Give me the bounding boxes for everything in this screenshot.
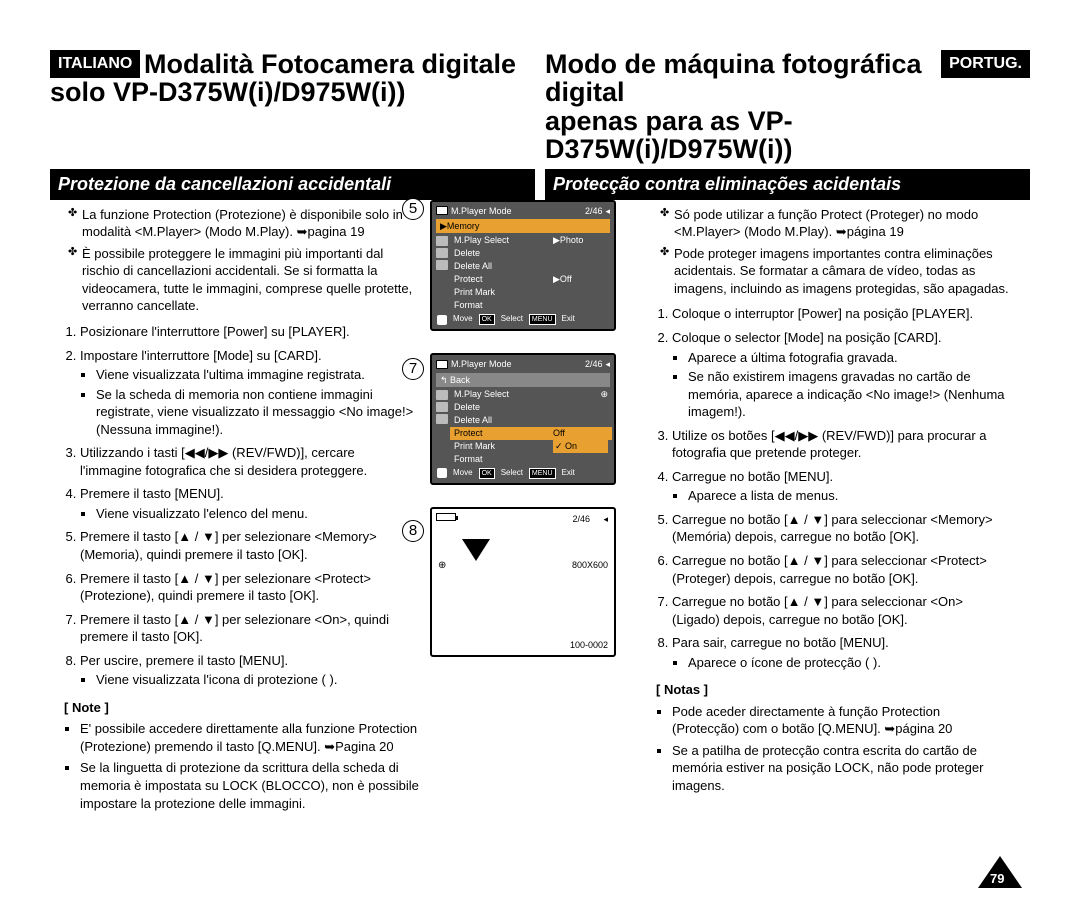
it-step3: Utilizzando i tasti [◀◀/▶▶ (REV/FWD)], c… — [80, 444, 420, 479]
it-step1: Posizionare l'interruttore [Power] su [P… — [80, 324, 350, 339]
pt-step2: Coloque o selector [Mode] na posição [CA… — [672, 330, 942, 345]
portug-column: Só pode utilizar a função Protect (Prote… — [630, 200, 1010, 816]
pt-step2b: Se não existirem imagens gravadas no car… — [688, 368, 1010, 421]
it-intro-1: La funzione Protection (Protezione) è di… — [68, 206, 420, 241]
lcd-mplay: M.Play Select — [454, 388, 600, 401]
lcd-move: Move — [453, 468, 473, 479]
it-step2a: Viene visualizzata l'ultima immagine reg… — [96, 366, 420, 384]
lcd-mplay: M.Play Select — [454, 234, 553, 247]
pt-step2a: Aparece a última fotografia gravada. — [688, 349, 1010, 367]
it-intro-2: È possibile proteggere le immagini più i… — [68, 245, 420, 315]
it-step2: Impostare l'interruttore [Mode] su [CARD… — [80, 348, 322, 363]
pt-note2: Se a patilha de protecção contra escrita… — [672, 742, 1010, 795]
lcd-select: Select — [501, 468, 523, 479]
it-step2b: Se la scheda di memoria non contiene imm… — [96, 386, 420, 439]
lcd-menu: MENU — [529, 314, 556, 325]
it-step6: Premere il tasto [▲ / ▼] per selezionare… — [80, 570, 420, 605]
lcd-ok: OK — [479, 314, 495, 325]
lcd-exit: Exit — [562, 314, 575, 325]
pt-step4a: Aparece a lista de menus. — [688, 487, 1010, 505]
lcd-mode: M.Player Mode — [451, 358, 512, 370]
lcd-memory: ▶Memory — [436, 219, 610, 233]
lcd-select: Select — [501, 314, 523, 325]
lock-icon: ⊕ — [438, 559, 446, 573]
lcd-deleteall: Delete All — [454, 260, 608, 273]
pt-step8: Para sair, carregue no botão [MENU]. — [672, 635, 889, 650]
lcd-deleteall: Delete All — [454, 414, 608, 427]
pt-step3: Utilize os botões [◀◀/▶▶ (REV/FWD)] para… — [672, 427, 1010, 462]
lcd-counter: 2/46 — [585, 358, 603, 370]
lcd-counter: 2/46 — [585, 205, 603, 217]
lcd-off: ▶Off — [553, 273, 608, 286]
pt-step7: Carregue no botão [▲ / ▼] para seleccion… — [672, 593, 1010, 628]
pt-step6: Carregue no botão [▲ / ▼] para seleccion… — [672, 552, 1010, 587]
stepnum-7: 7 — [402, 358, 424, 380]
pt-intro-2: Pode proteger imagens importantes contra… — [660, 245, 1010, 298]
pt-note-hdr: [ Notas ] — [656, 681, 1010, 699]
battery-icon — [436, 513, 456, 521]
pt-intro-1: Só pode utilizar a função Protect (Prote… — [660, 206, 1010, 241]
lcd-back: ↰ Back — [436, 373, 610, 387]
stepnum-8: 8 — [402, 520, 424, 542]
it-step4a: Viene visualizzato l'elenco del menu. — [96, 505, 420, 523]
stepnum-5: 5 — [402, 198, 424, 220]
it-note1: E' possibile accedere direttamente alla … — [80, 720, 420, 755]
lcd-res: 800X600 — [572, 559, 608, 571]
play-arrow-icon — [462, 539, 490, 561]
it-step7: Premere il tasto [▲ / ▼] per selezionare… — [80, 611, 420, 646]
pt-title: Modo de máquina fotográfica digital — [545, 49, 922, 107]
pt-section-bar: Protecção contra eliminações acidentais — [545, 169, 1030, 199]
lcd-format: Format — [454, 453, 608, 466]
it-note-hdr: [ Note ] — [64, 699, 420, 717]
pt-subtitle: apenas para as VP-D375W(i)/D975W(i)) — [545, 107, 1030, 164]
lcd-on: ✓ On — [553, 440, 608, 453]
lcd-panel-7: M.Player Mode2/46◂ ↰ Back M.Play Select⊕… — [430, 353, 616, 485]
lcd-ok: OK — [479, 468, 495, 479]
lcd-photo: ▶Photo — [553, 234, 608, 247]
lcd-column: 5 M.Player Mode2/46◂ ▶Memory M.Play Sele… — [430, 200, 630, 816]
it-step8: Per uscire, premere il tasto [MENU]. — [80, 653, 288, 668]
pt-step1: Coloque o interruptor [Power] na posição… — [672, 305, 1010, 323]
it-step4: Premere il tasto [MENU]. — [80, 486, 224, 501]
lcd-counter: 2/46 — [572, 513, 590, 525]
page-number-triangle: 79 — [978, 856, 1022, 888]
page-header: ITALIANO Modalità Fotocamera digitale so… — [50, 50, 1030, 163]
portug-badge: PORTUG. — [941, 50, 1030, 78]
lcd-menu: MENU — [529, 468, 556, 479]
it-note2: Se la linguetta di protezione da scrittu… — [80, 759, 420, 812]
lcd-off: Off — [553, 427, 608, 440]
lcd-delete: Delete — [454, 401, 608, 414]
it-title: Modalità Fotocamera digitale — [144, 49, 516, 79]
pt-step8a: Aparece o ícone de protecção ( ). — [688, 654, 1010, 672]
lcd-exit: Exit — [562, 468, 575, 479]
pt-step5: Carregue no botão [▲ / ▼] para seleccion… — [672, 511, 1010, 546]
lcd-printmark: Print Mark — [454, 286, 608, 299]
lcd-panel-5: M.Player Mode2/46◂ ▶Memory M.Play Select… — [430, 200, 616, 332]
lcd-protect: Protect — [454, 427, 553, 440]
it-step8a: Viene visualizzata l'icona di protezione… — [96, 671, 420, 689]
it-subtitle: solo VP-D375W(i)/D975W(i)) — [50, 78, 535, 106]
page-number: 79 — [990, 870, 1004, 888]
lcd-filenum: 100-0002 — [570, 639, 608, 651]
lcd-move: Move — [453, 314, 473, 325]
pt-note1: Pode aceder directamente à função Protec… — [672, 703, 1010, 738]
lcd-mode: M.Player Mode — [451, 205, 512, 217]
lcd-delete: Delete — [454, 247, 608, 260]
pt-step4: Carregue no botão [MENU]. — [672, 469, 833, 484]
lcd-format: Format — [454, 299, 608, 312]
lcd-panel-8: 2/46 ◂ ⊕ 800X600 100-0002 — [430, 507, 616, 657]
lcd-printmark: Print Mark — [454, 440, 553, 453]
italian-badge: ITALIANO — [50, 50, 140, 78]
italian-column: La funzione Protection (Protezione) è di… — [50, 200, 430, 816]
lcd-protect: Protect — [454, 273, 553, 286]
it-step5: Premere il tasto [▲ / ▼] per selezionare… — [80, 528, 420, 563]
it-section-bar: Protezione da cancellazioni accidentali — [50, 169, 535, 199]
